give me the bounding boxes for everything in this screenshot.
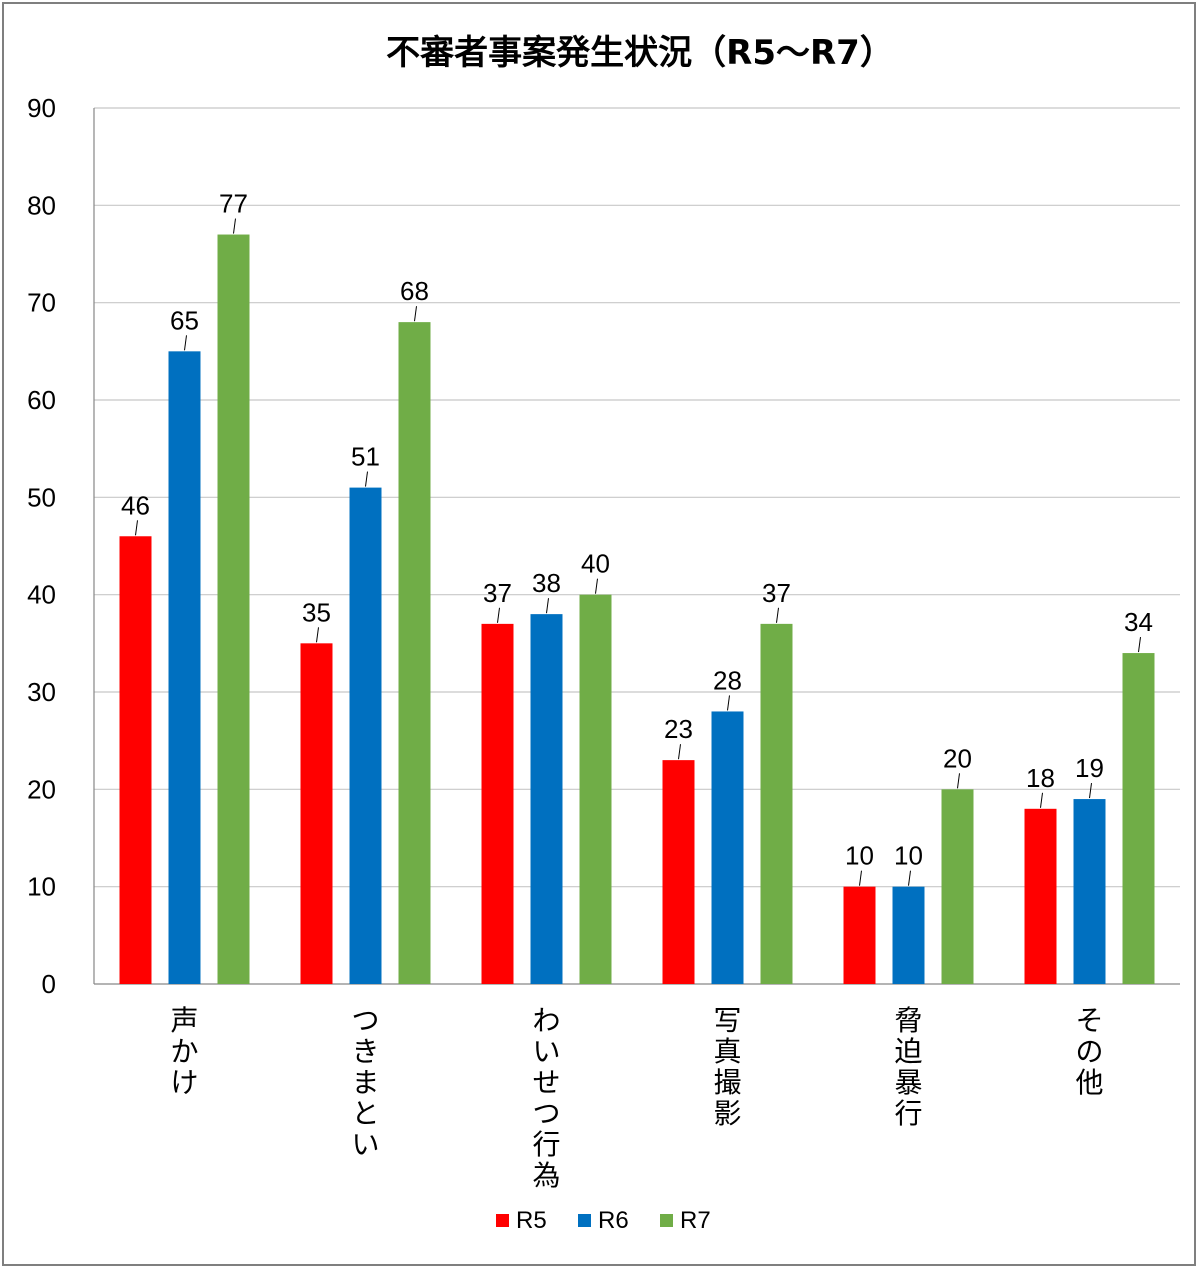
y-tick-label: 70 <box>27 288 56 318</box>
bar-r5 <box>1024 808 1057 984</box>
bar-r5 <box>843 886 876 984</box>
bar-r6 <box>168 351 201 984</box>
leader-line <box>727 695 730 711</box>
bar-r6 <box>1073 799 1106 984</box>
data-label: 65 <box>170 305 199 335</box>
chart-title: 不審者事案発生状況（R5～R7） <box>386 33 894 73</box>
leader-line <box>497 607 500 623</box>
leader-line <box>1040 792 1043 808</box>
x-category-label: わいせつ行為 <box>532 1004 560 1192</box>
leader-line <box>135 520 138 536</box>
bar-r5 <box>119 536 152 984</box>
data-label: 18 <box>1026 763 1055 793</box>
data-label: 40 <box>581 549 610 579</box>
x-category-label: 写真撮影 <box>713 1004 741 1130</box>
legend-label: R7 <box>680 1207 711 1234</box>
leader-line <box>776 607 779 623</box>
leader-line <box>184 335 187 351</box>
y-tick-label: 60 <box>27 385 56 415</box>
bar-r7 <box>941 789 974 984</box>
x-category-label: つきまとい <box>351 1004 379 1161</box>
data-label: 10 <box>845 841 874 871</box>
legend-label: R6 <box>598 1207 629 1234</box>
bar-r7 <box>398 322 431 985</box>
data-label: 37 <box>762 578 791 608</box>
leader-line <box>414 306 417 322</box>
x-category-label: 脅迫暴行 <box>894 1004 922 1130</box>
y-tick-label: 30 <box>27 677 56 707</box>
data-label: 77 <box>219 189 248 219</box>
data-label: 46 <box>121 490 150 520</box>
y-tick-label: 50 <box>27 482 56 512</box>
bar-r6 <box>349 487 382 984</box>
y-tick-label: 90 <box>27 93 56 123</box>
x-category-label: その他 <box>1075 1004 1103 1099</box>
data-labels: 46 65 77 35 51 68 37 38 40 23 28 37 10 10 20 18 19 34 <box>121 189 1153 871</box>
data-label: 19 <box>1075 753 1104 783</box>
legend-label: R5 <box>516 1207 547 1234</box>
leader-line <box>859 870 862 886</box>
data-label: 68 <box>400 276 429 306</box>
data-label: 28 <box>713 665 742 695</box>
data-label: 35 <box>302 597 331 627</box>
data-label: 20 <box>943 743 972 773</box>
bar-r6 <box>892 886 925 984</box>
leader-line <box>595 578 598 594</box>
bar-r5 <box>300 643 333 984</box>
leader-line <box>678 744 681 760</box>
legend-swatch-r7 <box>660 1214 673 1227</box>
y-tick-label: 0 <box>42 969 56 999</box>
data-label: 38 <box>532 568 561 598</box>
legend-swatch-r5 <box>496 1214 509 1227</box>
bar-r7 <box>579 594 612 984</box>
leader-line <box>1138 637 1141 653</box>
gridlines <box>93 107 1180 985</box>
data-label: 10 <box>894 841 923 871</box>
y-tick-label: 20 <box>27 774 56 804</box>
data-label: 37 <box>483 578 512 608</box>
y-tick-label: 10 <box>27 872 56 902</box>
leader-line <box>957 773 960 789</box>
data-label: 23 <box>664 714 693 744</box>
legend: R5 R6 R7 <box>496 1207 711 1234</box>
leader-line <box>546 598 549 614</box>
bar-r7 <box>217 234 250 985</box>
bar-r6 <box>711 711 744 984</box>
y-axis-ticks: 0 10 20 30 40 50 60 70 80 90 <box>27 93 56 999</box>
y-tick-label: 80 <box>27 190 56 220</box>
leader-line <box>316 627 319 643</box>
leader-line <box>365 471 368 487</box>
data-label: 51 <box>351 442 380 472</box>
leader-line <box>233 218 236 234</box>
leader-line <box>1089 783 1092 799</box>
x-category-label: 声かけ <box>170 1004 198 1099</box>
label-leader-lines <box>135 218 1141 886</box>
x-axis-categories: 声かけ つきまとい わいせつ行為 写真撮影 脅迫暴行 その他 <box>170 1004 1103 1192</box>
y-tick-label: 40 <box>27 580 56 610</box>
bar-r7 <box>1122 653 1155 984</box>
leader-line <box>908 870 911 886</box>
data-label: 34 <box>1124 607 1153 637</box>
bars <box>119 234 1155 985</box>
bar-r6 <box>530 614 563 984</box>
bar-r5 <box>481 623 514 984</box>
legend-swatch-r6 <box>578 1214 591 1227</box>
bar-r5 <box>662 760 695 984</box>
bar-r7 <box>760 623 793 984</box>
